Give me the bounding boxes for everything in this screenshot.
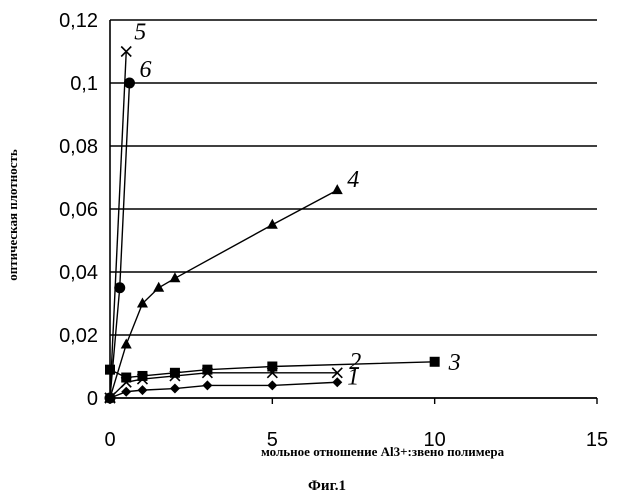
data-point-triangle bbox=[267, 219, 278, 229]
series-label: 5 bbox=[134, 20, 146, 46]
data-point-triangle bbox=[153, 282, 164, 292]
y-tick-labels: 0 0,02 0,04 0,06 0,08 0,1 0,12 bbox=[59, 10, 98, 410]
data-point-diamond bbox=[202, 380, 212, 390]
x-tick-label: 0 bbox=[104, 429, 115, 451]
y-tick-label: 0,04 bbox=[59, 262, 98, 284]
series-5 bbox=[105, 47, 131, 404]
data-point-diamond bbox=[267, 380, 277, 390]
grid-lines bbox=[110, 20, 597, 398]
data-point-circle bbox=[114, 282, 125, 293]
figure-caption: Фиг.1 bbox=[308, 478, 346, 494]
data-point-square bbox=[267, 362, 277, 372]
data-point-triangle bbox=[332, 184, 343, 194]
series-label: 4 bbox=[347, 167, 359, 193]
data-point-diamond bbox=[332, 377, 342, 387]
series-line bbox=[110, 83, 129, 398]
y-tick-label: 0,02 bbox=[59, 325, 98, 347]
series-3 bbox=[105, 357, 440, 383]
data-point-square bbox=[430, 357, 440, 367]
data-point-circle bbox=[105, 393, 116, 404]
data-point-triangle bbox=[169, 272, 180, 282]
data-point-diamond bbox=[137, 385, 147, 395]
data-point-diamond bbox=[170, 384, 180, 394]
axes bbox=[110, 20, 597, 404]
data-point-square bbox=[170, 368, 180, 378]
y-tick-label: 0 bbox=[87, 388, 98, 410]
series-label: 6 bbox=[139, 57, 151, 83]
series-label: 2 bbox=[349, 349, 361, 375]
x-axis-title: мольное отношение Al3+:звено полимера bbox=[261, 444, 505, 459]
data-point-diamond bbox=[121, 387, 131, 397]
data-point-square bbox=[137, 371, 147, 381]
y-tick-label: 0,1 bbox=[70, 73, 98, 95]
series-6 bbox=[105, 78, 135, 404]
series-group bbox=[105, 47, 440, 404]
data-point-triangle bbox=[121, 338, 132, 348]
y-axis-title: оптическая плотность bbox=[5, 149, 20, 281]
series-label: 3 bbox=[448, 350, 461, 376]
y-tick-label: 0,08 bbox=[59, 136, 98, 158]
y-tick-label: 0,06 bbox=[59, 199, 98, 221]
data-point-square bbox=[202, 365, 212, 375]
series-line bbox=[110, 190, 337, 398]
y-tick-label: 0,12 bbox=[59, 10, 98, 32]
data-point-circle bbox=[124, 78, 135, 89]
x-tick-label: 15 bbox=[586, 429, 608, 451]
data-point-square bbox=[121, 373, 131, 383]
